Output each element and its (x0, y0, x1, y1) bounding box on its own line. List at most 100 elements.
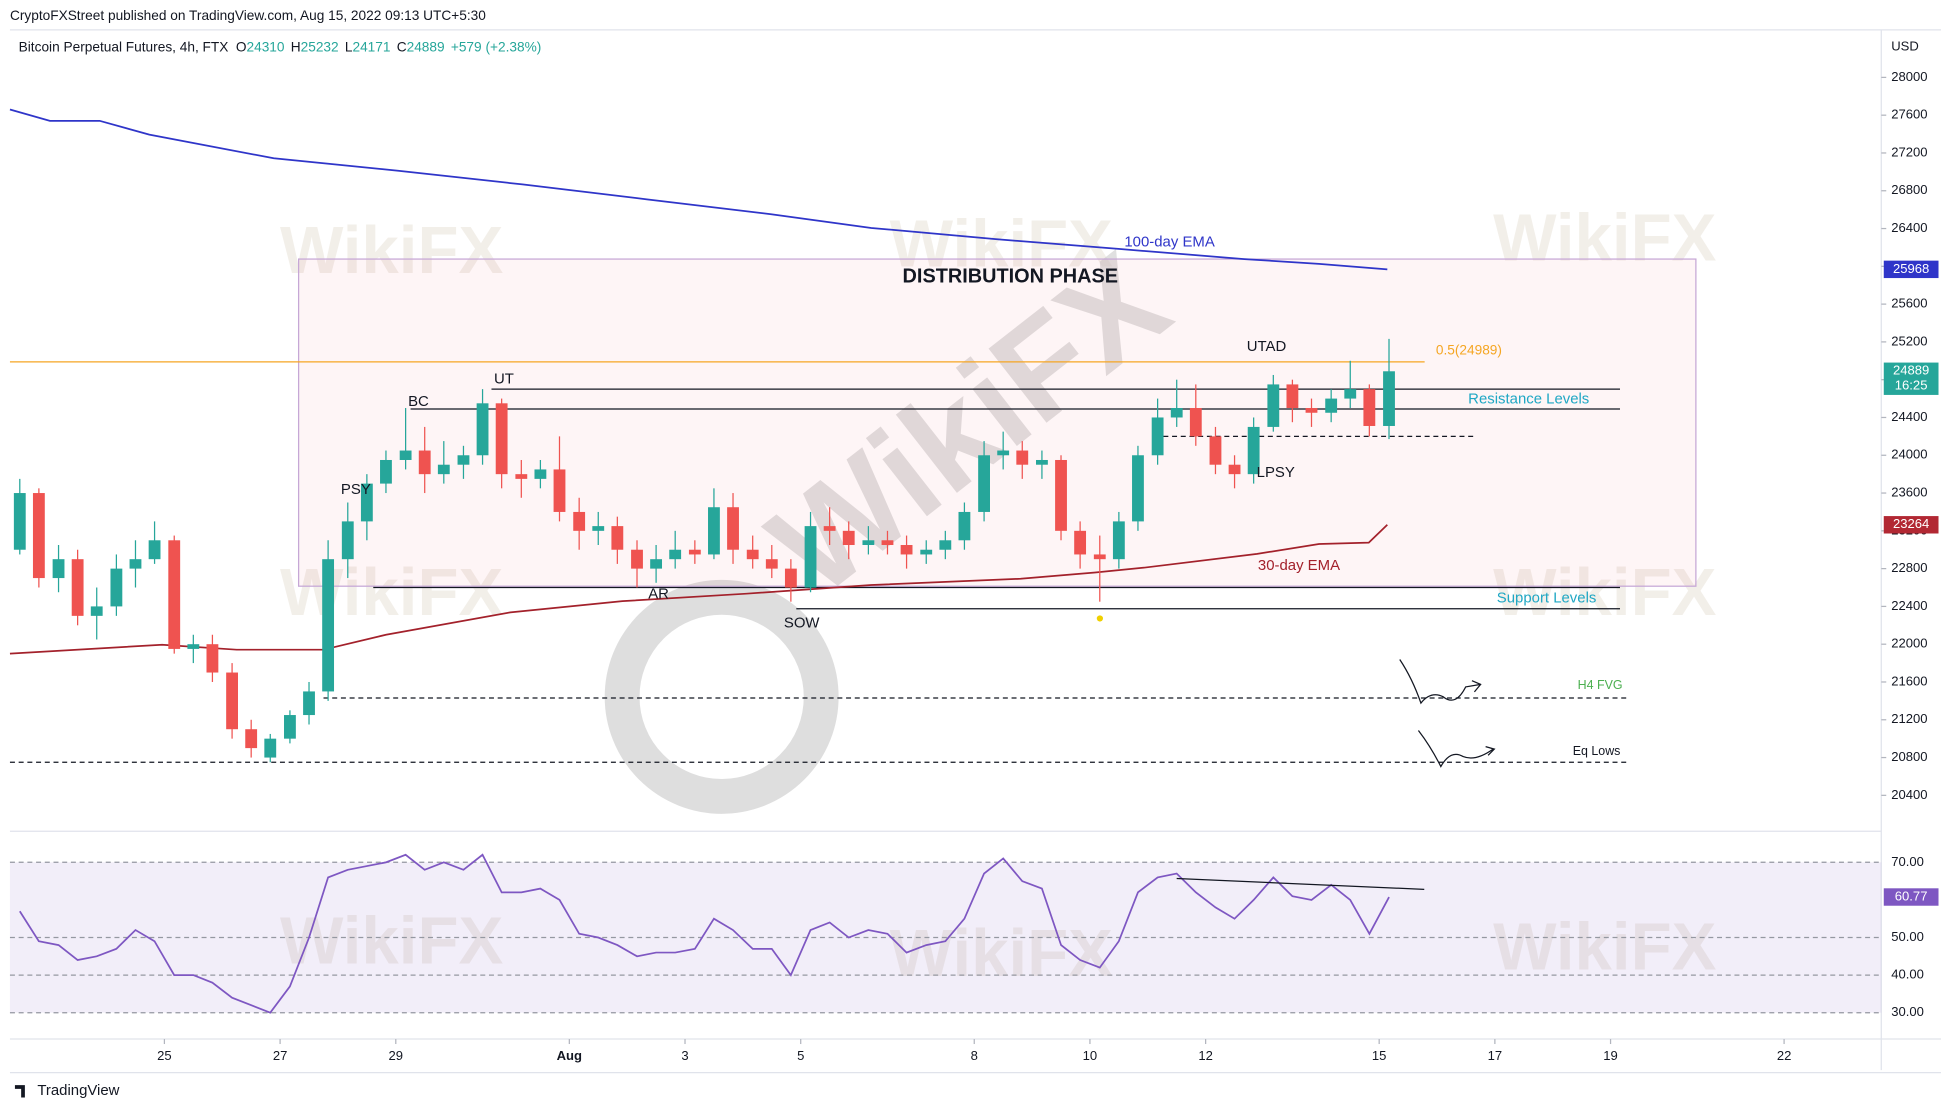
symbol: Bitcoin Perpetual Futures, 4h, FTX O24310… (19, 39, 542, 54)
candle-body (341, 521, 354, 560)
candle-body (688, 549, 701, 555)
annotation: Support Levels (1497, 589, 1597, 606)
candle-body (573, 511, 586, 531)
price-label-box (1883, 362, 1939, 395)
annotation: BC (408, 393, 429, 410)
candle-body (148, 540, 161, 560)
y-tick-label: 21200 (1891, 711, 1927, 726)
candle-body (1112, 521, 1125, 560)
price-label-time: 16:25 (1895, 378, 1928, 393)
candle-body (804, 526, 817, 588)
candle-body (90, 606, 103, 616)
candle-body (380, 459, 392, 484)
x-tick-label: 17 (1488, 1048, 1503, 1063)
candle-body (784, 568, 797, 588)
currency: USD (1891, 39, 1919, 54)
candle-body (708, 507, 720, 555)
candle-body (284, 715, 296, 739)
candle-body (1016, 450, 1029, 465)
candle-body (1074, 530, 1087, 555)
candle-body (669, 549, 682, 560)
x-tick-label: 27 (273, 1048, 288, 1063)
candle-body (1286, 384, 1299, 409)
watermark: WikiFX (1493, 200, 1717, 275)
candle-body (168, 540, 181, 649)
candle-body (1383, 371, 1395, 426)
annotation: AR (648, 586, 669, 603)
x-tick-label: 19 (1603, 1048, 1618, 1063)
y-tick-label: 28000 (1891, 69, 1927, 84)
x-tick-label: 12 (1198, 1048, 1213, 1063)
candle-body (1228, 464, 1241, 475)
y-tick-label: 25200 (1891, 333, 1927, 348)
x-tick-label: 15 (1372, 1048, 1387, 1063)
candle-body (997, 450, 1010, 456)
candle-body (1305, 408, 1318, 413)
x-tick-label: 8 (971, 1048, 978, 1063)
candle-body (264, 738, 277, 758)
box-label: DISTRIBUTION PHASE (903, 266, 1118, 288)
candle-body (727, 507, 739, 550)
c-letter: C (397, 39, 407, 54)
annotation: UTAD (1247, 338, 1287, 355)
candle-body (823, 526, 836, 531)
o-letter: O (236, 39, 247, 54)
legend: Bitcoin Perpetual Futures, 4h, FTX O24310… (19, 39, 542, 54)
price-label: 24889 (1893, 363, 1929, 378)
y-tick-label: 26800 (1891, 182, 1927, 197)
open: 24310 (246, 39, 284, 54)
change: +579 (+2.38%) (451, 39, 541, 54)
y-tick-label: 25600 (1891, 296, 1927, 311)
watermark: WikiFX (890, 207, 1114, 282)
candle-body (1036, 459, 1048, 465)
x-tick-label: 10 (1083, 1048, 1098, 1063)
annotation: H4 FVG (1578, 678, 1623, 692)
candle-body (1093, 554, 1106, 560)
candle-body (611, 526, 624, 550)
candle-body (1132, 455, 1144, 522)
y-tick-label: 27600 (1891, 107, 1927, 122)
low: 24171 (352, 39, 390, 54)
price-label-box (1883, 516, 1939, 534)
price-label: 23264 (1893, 516, 1929, 531)
candle-body (1267, 384, 1280, 427)
candle-body (1209, 436, 1222, 465)
y-tick-label: 24400 (1891, 409, 1927, 424)
x-tick-label: 3 (681, 1048, 688, 1063)
watermark: WikiFX (280, 555, 504, 630)
watermark: WikiFX (1493, 555, 1717, 630)
candle-body (52, 559, 65, 579)
candle-body (592, 526, 605, 531)
l-letter: L (345, 39, 353, 54)
watermark: WikiFX (280, 213, 504, 288)
candle-body (900, 545, 913, 555)
y-tick-label: 26400 (1891, 220, 1927, 235)
candle-body (1247, 426, 1260, 475)
ema-line (9, 108, 1388, 271)
watermark: WikiFX (1493, 910, 1717, 985)
y-tick-label: 22400 (1891, 598, 1927, 613)
candle-body (1055, 459, 1067, 531)
candle-body (958, 511, 971, 541)
candle-body (1325, 398, 1338, 413)
x-tick-label: 5 (797, 1048, 804, 1063)
rsi-label: 60.77 (1895, 888, 1928, 903)
candle-body (765, 559, 778, 569)
h-letter: H (291, 39, 301, 54)
footer: TradingView (37, 1082, 119, 1099)
candle-body (303, 691, 315, 716)
rsi-tick-label: 70.00 (1891, 854, 1924, 869)
high: 25232 (301, 39, 339, 54)
marker (1096, 615, 1104, 622)
rsi-trendline (1176, 877, 1425, 890)
candle-body (515, 474, 528, 479)
y-tick-label: 20400 (1891, 787, 1927, 802)
annotation: Resistance Levels (1468, 390, 1589, 407)
candle-body (226, 672, 239, 730)
candle-body (939, 540, 952, 550)
ema-label: 30-day EMA (1258, 557, 1340, 574)
sketch (1399, 659, 1482, 705)
candle-body (1170, 408, 1183, 418)
candle-body (746, 549, 759, 560)
